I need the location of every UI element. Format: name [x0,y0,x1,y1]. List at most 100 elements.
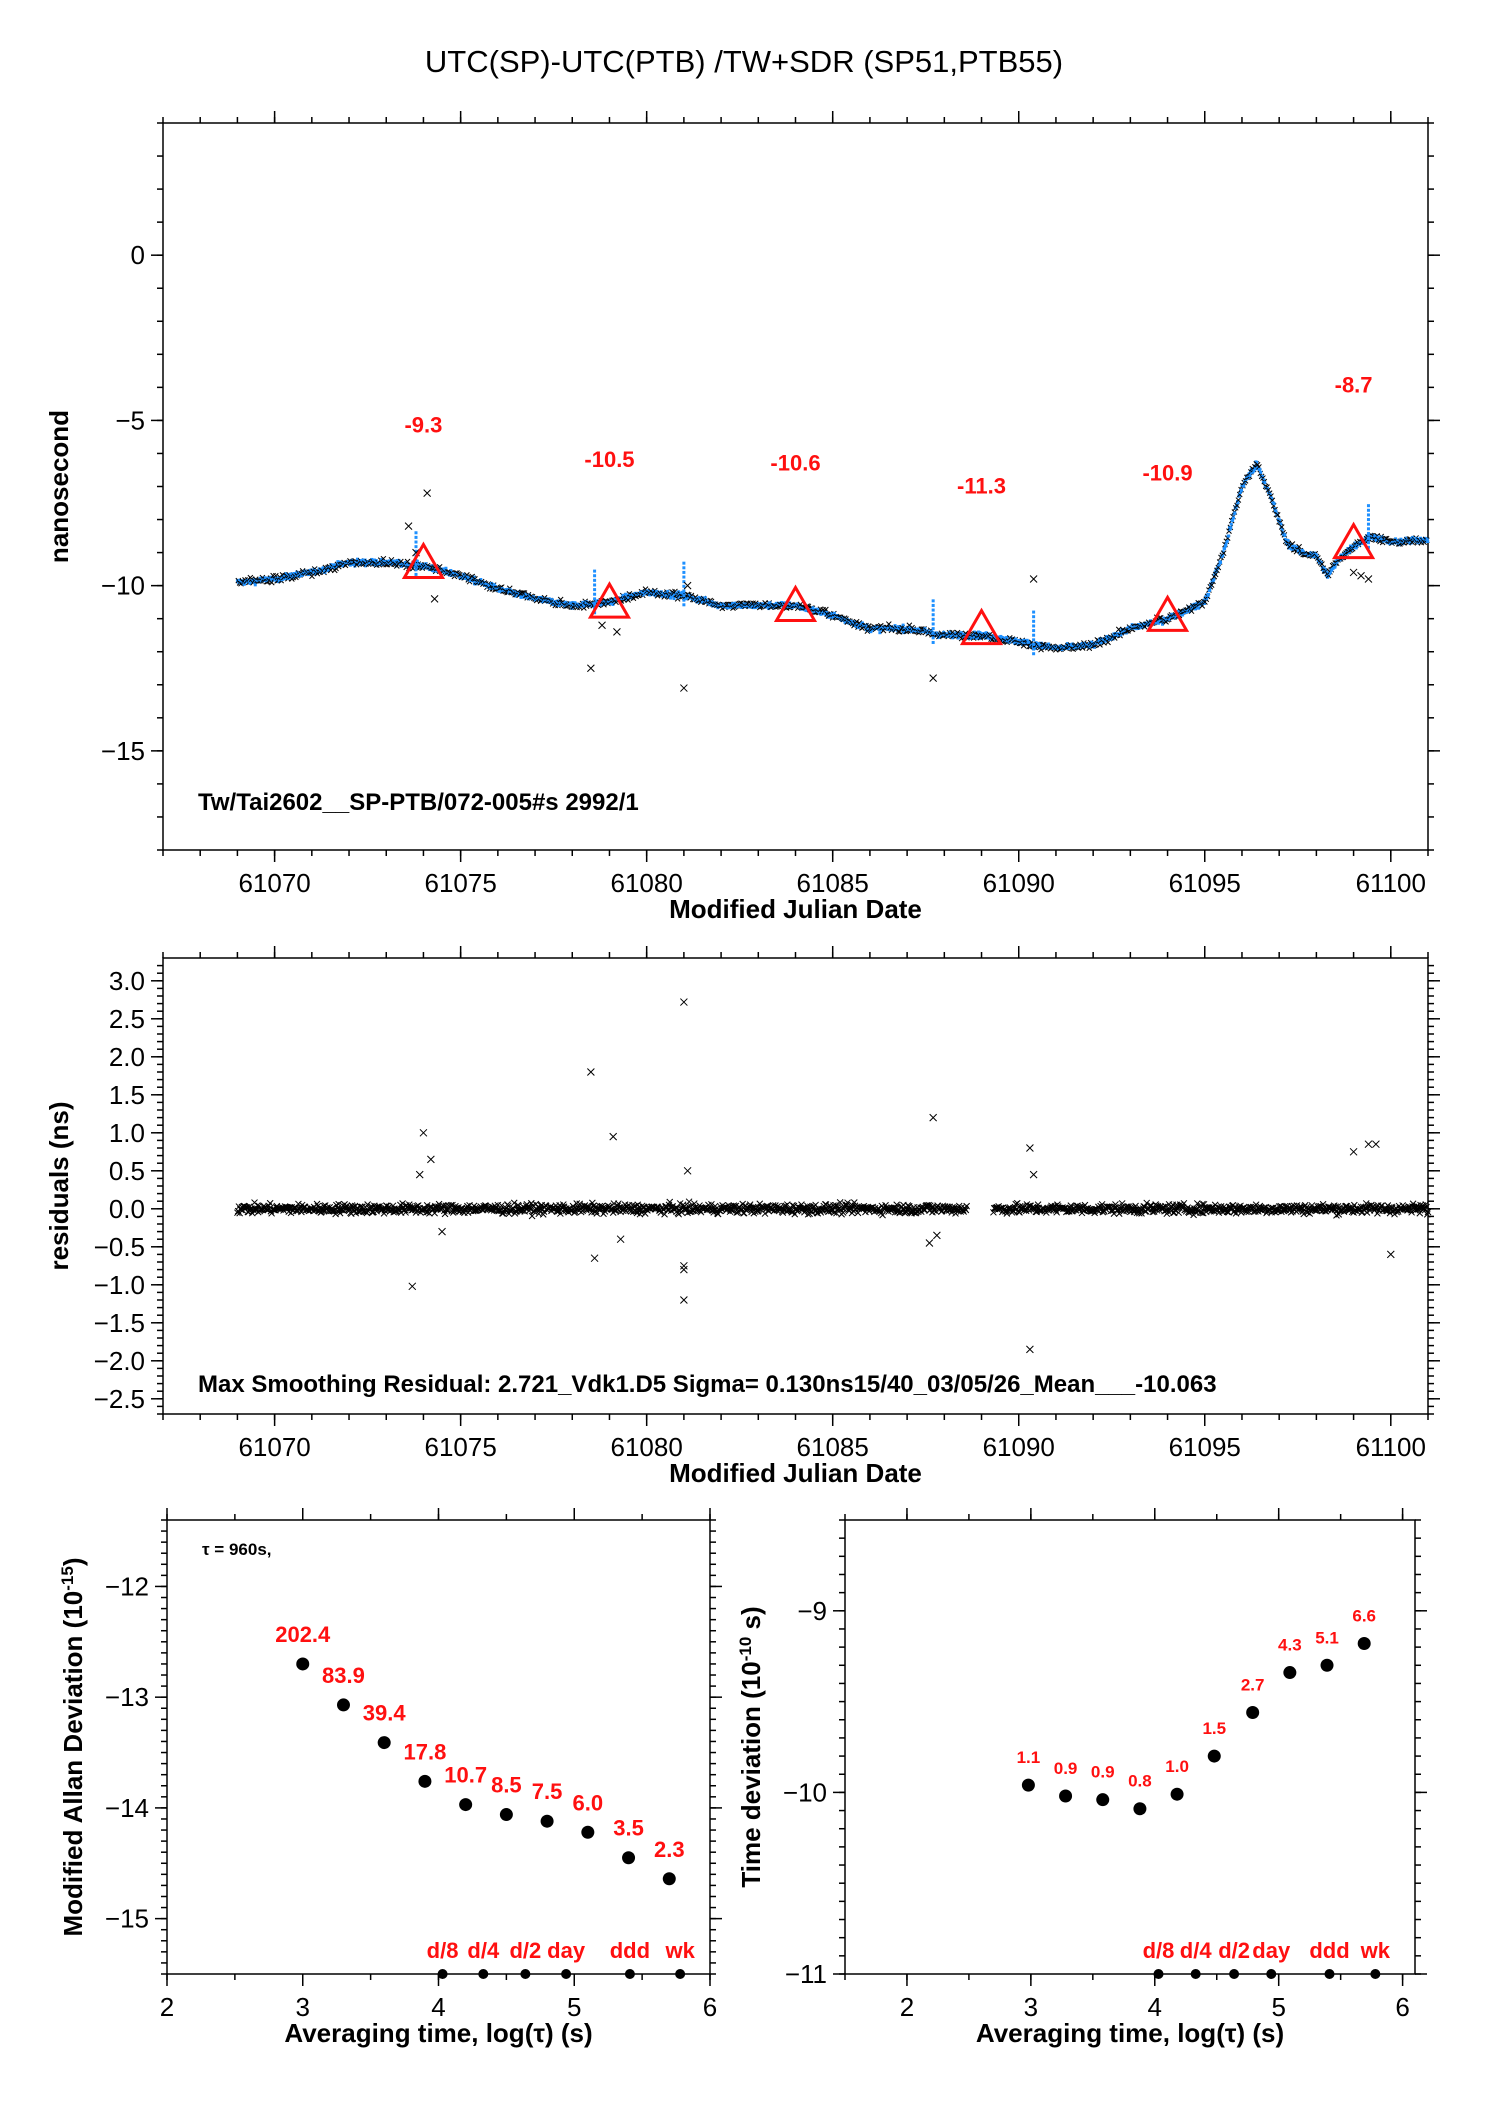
data-point [1366,522,1370,526]
data-point [931,613,935,617]
data-point [1277,518,1281,522]
data-point [1221,553,1225,557]
residual-cross [990,1208,997,1216]
data-point [1333,565,1337,569]
data-point [1044,646,1048,650]
panel-time-series: 61070 61075 61080 61085 61090 61095 61100 0 −5 −1… [44,111,1440,924]
y-tick-label: −0.5 [94,1232,145,1262]
data-point [1228,528,1232,532]
data-point [1032,629,1036,633]
y-tick-label: −1.0 [94,1270,145,1300]
data-point [1189,608,1193,612]
data-point [253,583,257,587]
triangle-marker [401,541,446,580]
data-point [979,633,983,637]
data-point [290,573,294,577]
data-point [1354,546,1358,550]
y-tick-label: 1.0 [109,1118,145,1148]
outlier-cross [598,621,606,630]
residual-cross [313,1200,321,1208]
x-tick-label: 2 [160,1992,174,2022]
data-point [931,617,935,621]
data-point [356,557,360,561]
data-cross [1235,497,1242,503]
data-point [1032,647,1036,651]
data-point [557,604,561,608]
triangle-marker [959,607,1004,646]
residual-outlier [415,1170,424,1179]
ref-mark-label: d/8 [427,1938,459,1963]
data-point [1411,535,1415,539]
outlier-cross [1364,575,1373,583]
x-tick-label: 61095 [1169,1432,1241,1462]
data-point [949,634,953,638]
data-point [1426,540,1430,544]
residual-outlier [1386,1250,1395,1259]
x-tick-label: 6 [703,1992,717,2022]
data-point [1194,606,1198,610]
deviation-point [459,1798,473,1812]
marker-label: -10.5 [584,447,634,472]
residual-outlier [929,1113,938,1122]
x-tick-label: 2 [900,1992,914,2022]
deviation-label: 83.9 [322,1663,365,1688]
y-tick-label: 2.5 [109,1004,145,1034]
data-point [654,594,658,598]
data-point [264,576,268,580]
x-tick-label: 61100 [1356,868,1426,898]
data-point [1027,640,1031,644]
data-point [463,576,467,580]
data-point [414,531,418,535]
data-point [1219,560,1223,564]
outlier-cross [404,522,413,531]
residual-cross [510,1199,518,1207]
data-point [465,575,469,579]
residual-outlier [609,1132,618,1141]
data-point [1197,606,1201,610]
data-point [973,630,977,634]
ref-mark-label: day [547,1938,586,1963]
ref-mark-point [561,1969,572,1979]
data-point [1248,474,1252,478]
data-point [1181,613,1185,617]
data-point [1233,511,1237,515]
data-point [672,597,676,601]
data-point [414,572,418,576]
data-cross [1274,512,1281,518]
y-tick-label: −9 [797,1596,827,1626]
data-point [593,592,597,596]
data-point [564,600,568,604]
data-point [593,578,597,582]
residual-cross [761,1210,769,1217]
data-point [1212,577,1216,581]
data-point [1314,553,1318,557]
data-point [916,627,920,631]
residual-cross [893,1201,901,1209]
data-point [931,599,935,603]
data-point [546,597,550,601]
y-tick-label: −15 [105,1904,149,1934]
data-point [792,605,796,609]
data-point [414,545,418,549]
data-point [414,540,418,544]
data-point [1111,637,1115,641]
data-point [682,591,686,595]
data-point [1283,533,1287,537]
data-point [842,618,846,622]
outlier-cross [587,664,595,673]
data-point [1274,509,1278,513]
data-point [1366,541,1370,545]
data-point [682,589,686,593]
data-point [1208,587,1212,591]
data-point [1047,642,1051,646]
data-point [840,616,844,620]
residual-cross [1424,1208,1432,1216]
data-point [931,608,935,612]
residual-cross [1423,1203,1430,1211]
data-point [283,577,287,581]
data-point [278,577,282,581]
data-point [682,598,686,602]
deviation-point [336,1698,350,1712]
outlier-cross [1357,571,1365,580]
y-tick-label: −10 [101,571,145,601]
